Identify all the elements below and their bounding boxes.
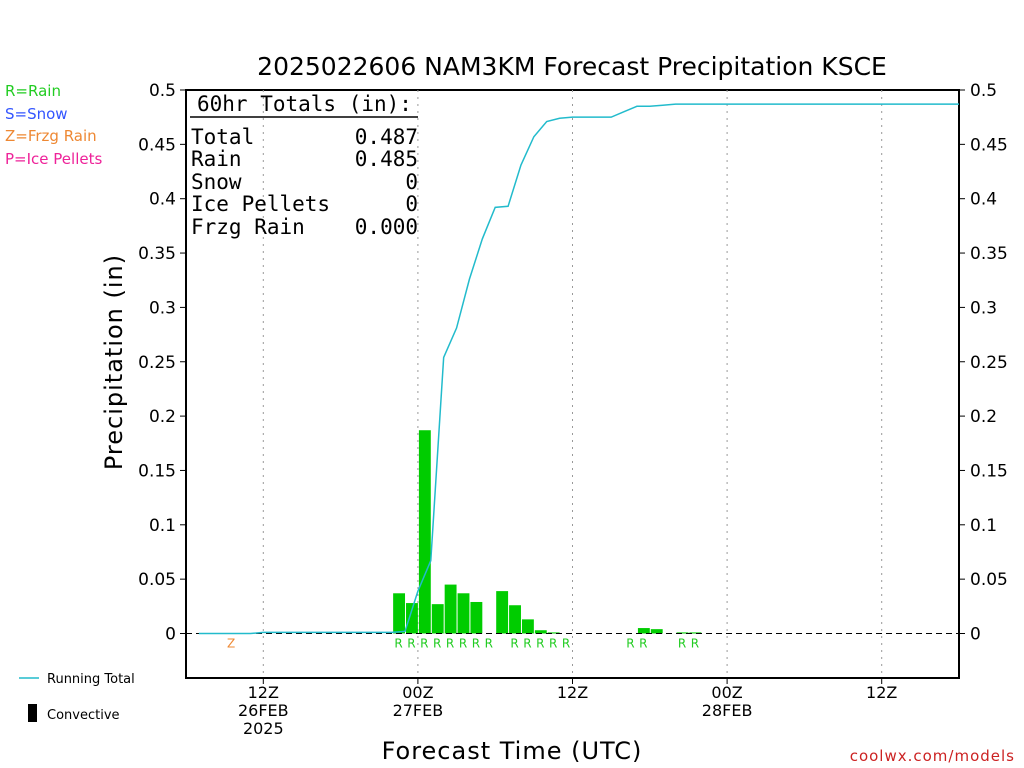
- x-tick-label: 12Z: [866, 683, 897, 702]
- precip-bar: [689, 632, 702, 634]
- running-total-legend-label: Running Total: [47, 672, 135, 687]
- x-tick-label: 26FEB: [238, 701, 289, 720]
- y-tick-label-left: 0.1: [149, 516, 176, 536]
- totals-label: Ice Pellets: [191, 192, 330, 216]
- y-tick-label-left: 0.3: [149, 298, 176, 318]
- y-tick-label-left: 0: [165, 625, 176, 645]
- precip-bar: [534, 630, 547, 634]
- totals-label: Snow: [191, 170, 242, 194]
- y-tick-label-right: 0.25: [970, 353, 1008, 373]
- legend-rain: R=Rain: [5, 82, 61, 100]
- precip-type-label: R: [562, 637, 570, 651]
- grid-lines: [262, 90, 883, 678]
- x-tick-label: 00Z: [711, 683, 742, 702]
- credit-text: coolwx.com/models: [850, 747, 1015, 765]
- totals-value: 0.487: [355, 125, 418, 149]
- legend-snow: S=Snow: [5, 105, 68, 123]
- y-tick-label-left: 0.15: [138, 461, 176, 481]
- x-axis-label: Forecast Time (UTC): [382, 737, 643, 765]
- precip-bar: [470, 601, 483, 634]
- precip-type-legend: R=Rain S=Snow Z=Frzg Rain P=Ice Pellets: [5, 82, 102, 168]
- totals-box: 60hr Totals (in): Total 0.487 Rain 0.485…: [190, 92, 418, 239]
- y-tick-label-right: 0.5: [970, 81, 997, 101]
- x-tick-label: 12Z: [557, 683, 588, 702]
- y-tick-label-left: 0.2: [149, 407, 176, 427]
- precip-bar: [676, 632, 689, 634]
- totals-value: 0.000: [355, 215, 418, 239]
- y-tick-label-right: 0.35: [970, 244, 1008, 264]
- x-tick-label: 27FEB: [393, 701, 444, 720]
- precip-bar: [650, 629, 663, 634]
- y-axis-ticks: 0 00.05 0.050.1 0.10.15 0.150.2 0.20.25 0.250.…: [138, 81, 1008, 645]
- totals-value: 0: [405, 170, 418, 194]
- x-tick-label: 12Z: [248, 683, 279, 702]
- convective-swatch: [28, 704, 37, 722]
- y-tick-label-right: 0.2: [970, 407, 997, 427]
- y-tick-label-right: 0.05: [970, 570, 1008, 590]
- precip-bar: [406, 603, 418, 634]
- precip-type-label: Z: [227, 637, 235, 651]
- precip-type-label: R: [433, 637, 441, 651]
- precip-bar: [521, 619, 534, 634]
- totals-value: 0: [405, 192, 418, 216]
- convective-legend-label: Convective: [47, 708, 120, 723]
- hourly-precip-bars: [393, 430, 702, 634]
- precip-type-label: R: [523, 637, 531, 651]
- precip-bar: [418, 430, 431, 634]
- running-total-polyline: [198, 103, 959, 635]
- precip-bar: [509, 605, 521, 634]
- x-tick-label: 28FEB: [702, 701, 753, 720]
- precip-type-label: R: [510, 637, 518, 651]
- precip-type-label: R: [549, 637, 557, 651]
- precip-bar: [393, 593, 406, 634]
- precip-type-label: R: [472, 637, 480, 651]
- precip-type-label: R: [446, 637, 454, 651]
- y-tick-label-left: 0.5: [149, 81, 176, 101]
- precip-bar: [496, 591, 509, 634]
- running-total-line: [198, 103, 959, 635]
- precip-bar: [637, 628, 650, 634]
- legend-ice-pellets: P=Ice Pellets: [5, 150, 102, 168]
- totals-label: Rain: [191, 147, 242, 171]
- precip-type-label: R: [626, 637, 634, 651]
- precip-type-label: R: [639, 637, 647, 651]
- y-tick-label-right: 0.45: [970, 135, 1008, 155]
- y-axis-label: Precipitation (in): [100, 254, 128, 470]
- totals-label: Total: [191, 125, 254, 149]
- y-tick-label-left: 0.05: [138, 570, 176, 590]
- totals-value: 0.485: [355, 147, 418, 171]
- y-tick-label-right: 0.4: [970, 190, 997, 210]
- y-tick-label-left: 0.45: [138, 135, 176, 155]
- y-tick-label-right: 0: [970, 625, 981, 645]
- totals-header: 60hr Totals (in):: [197, 92, 412, 116]
- precip-type-label: R: [459, 637, 467, 651]
- x-tick-label: 2025: [243, 719, 284, 738]
- precip-bar: [431, 604, 444, 634]
- precip-type-label: R: [394, 637, 402, 651]
- y-tick-label-left: 0.4: [149, 190, 176, 210]
- y-tick-label-right: 0.1: [970, 516, 997, 536]
- y-tick-label-right: 0.15: [970, 461, 1008, 481]
- precip-type-label: R: [536, 637, 544, 651]
- precip-bar: [444, 584, 457, 634]
- precip-type-label: R: [678, 637, 686, 651]
- precip-bar: [547, 632, 560, 634]
- y-tick-label-right: 0.3: [970, 298, 997, 318]
- chart-title: 2025022606 NAM3KM Forecast Precipitation…: [257, 52, 887, 81]
- y-tick-label-left: 0.25: [138, 353, 176, 373]
- precip-type-label: R: [485, 637, 493, 651]
- x-tick-label: 00Z: [402, 683, 433, 702]
- precip-type-label: R: [407, 637, 415, 651]
- totals-label: Frzg Rain: [191, 215, 305, 239]
- y-tick-label-left: 0.35: [138, 244, 176, 264]
- precip-bar: [457, 593, 470, 634]
- precip-type-label: R: [420, 637, 428, 651]
- legend-frzg-rain: Z=Frzg Rain: [5, 127, 97, 145]
- precip-type-label: R: [691, 637, 699, 651]
- bottom-legend: Running Total Convective: [19, 672, 135, 723]
